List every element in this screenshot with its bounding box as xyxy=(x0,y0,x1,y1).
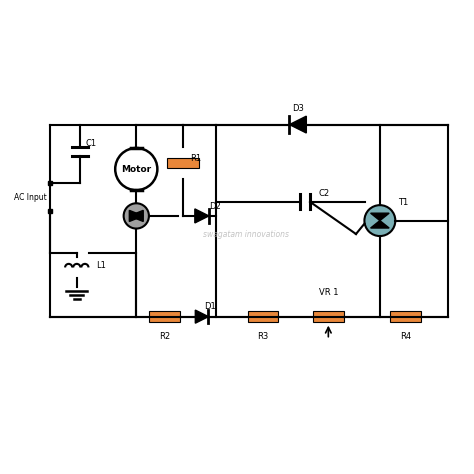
Text: AC Input: AC Input xyxy=(14,193,46,201)
FancyBboxPatch shape xyxy=(167,158,199,168)
Circle shape xyxy=(115,148,157,190)
Text: VR 1: VR 1 xyxy=(319,288,338,297)
Text: R3: R3 xyxy=(257,332,268,341)
Text: D1: D1 xyxy=(204,302,216,311)
Text: C2: C2 xyxy=(318,189,329,198)
Polygon shape xyxy=(290,116,306,133)
Text: D3: D3 xyxy=(292,104,304,113)
Text: D2: D2 xyxy=(209,202,220,211)
Polygon shape xyxy=(129,210,143,221)
FancyBboxPatch shape xyxy=(149,311,180,322)
Circle shape xyxy=(124,203,149,228)
FancyBboxPatch shape xyxy=(391,311,421,322)
FancyBboxPatch shape xyxy=(313,311,344,322)
Circle shape xyxy=(365,205,395,236)
Polygon shape xyxy=(371,220,389,228)
Polygon shape xyxy=(195,209,209,223)
Text: swagatam innovations: swagatam innovations xyxy=(203,230,289,239)
Text: T1: T1 xyxy=(398,198,408,207)
Polygon shape xyxy=(195,310,209,323)
Polygon shape xyxy=(129,210,143,221)
Text: R1: R1 xyxy=(190,154,201,163)
Text: C1: C1 xyxy=(86,138,97,147)
Polygon shape xyxy=(371,213,389,220)
Text: Motor: Motor xyxy=(121,164,151,173)
Text: L1: L1 xyxy=(97,261,106,270)
Text: R2: R2 xyxy=(159,332,170,341)
Text: R4: R4 xyxy=(400,332,411,341)
FancyBboxPatch shape xyxy=(247,311,278,322)
